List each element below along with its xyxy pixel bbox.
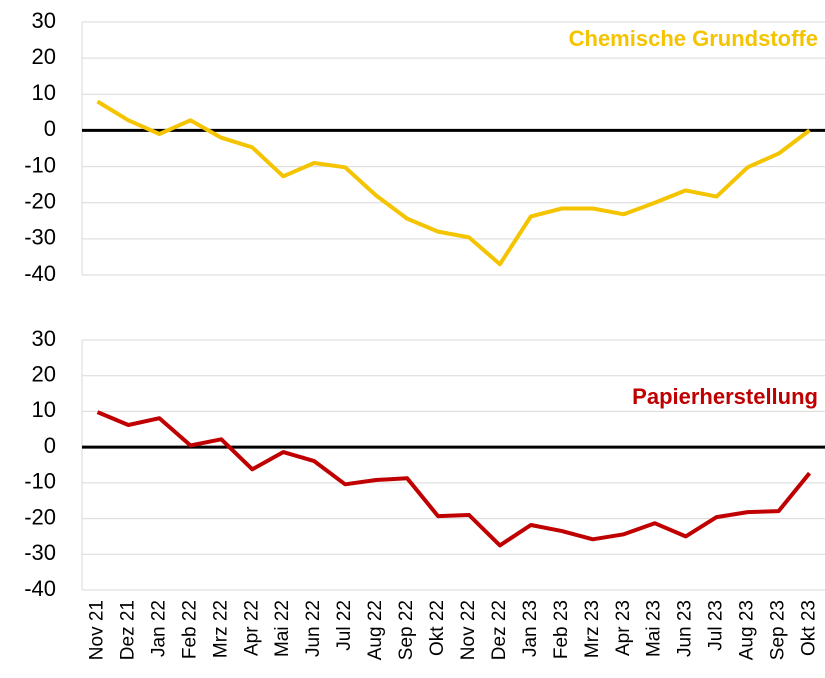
- y-tick-label: 20: [32, 44, 56, 69]
- y-tick-label: -40: [24, 261, 56, 286]
- y-tick-label: 10: [32, 80, 56, 105]
- x-tick-label: Okt 23: [799, 600, 820, 656]
- x-tick-label: Nov 22: [458, 600, 479, 660]
- x-tick-label: Jun 22: [303, 600, 324, 657]
- y-tick-label: -30: [24, 540, 56, 565]
- line-series: [96, 99, 811, 267]
- x-tick-label: Okt 22: [427, 600, 448, 656]
- x-tick-label: Sep 23: [768, 600, 789, 660]
- y-tick-label: 10: [32, 397, 56, 422]
- x-tick-label: Dez 22: [489, 600, 510, 660]
- y-tick-label: -20: [24, 189, 56, 214]
- y-tick-label: 0: [44, 116, 56, 141]
- x-tick-label: Aug 22: [365, 600, 386, 660]
- x-tick-label: Apr 23: [613, 600, 634, 656]
- y-tick-label: -30: [24, 225, 56, 250]
- x-tick-label: Nov 21: [86, 600, 107, 660]
- x-tick-label: Sep 22: [396, 600, 417, 660]
- y-tick-label: -10: [24, 152, 56, 177]
- x-tick-label: Mrz 23: [582, 600, 603, 658]
- x-tick-label: Jan 22: [148, 600, 169, 657]
- x-tick-label: Apr 22: [241, 600, 262, 656]
- y-tick-label: 0: [44, 433, 56, 458]
- x-tick-label: Dez 21: [117, 600, 138, 660]
- y-tick-label: 20: [32, 362, 56, 387]
- x-tick-label: Aug 23: [737, 600, 758, 660]
- x-tick-label: Jul 22: [334, 600, 355, 651]
- x-tick-label: Feb 22: [179, 600, 200, 659]
- line-series: [96, 410, 812, 548]
- x-tick-label: Jun 23: [675, 600, 696, 657]
- x-tick-label: Jan 23: [520, 600, 541, 657]
- y-tick-label: 30: [32, 326, 56, 351]
- y-tick-label: -20: [24, 504, 56, 529]
- y-tick-label: -40: [24, 576, 56, 601]
- series-label: Papierherstellung: [632, 384, 818, 409]
- x-tick-label: Feb 23: [551, 600, 572, 659]
- y-tick-label: -10: [24, 469, 56, 494]
- x-tick-label: Mai 22: [272, 600, 293, 657]
- x-tick-label: Mai 23: [644, 600, 665, 657]
- x-tick-label: Mrz 22: [210, 600, 231, 658]
- x-tick-label: Jul 23: [706, 600, 727, 651]
- y-tick-label: 30: [32, 8, 56, 33]
- series-label: Chemische Grundstoffe: [569, 26, 818, 51]
